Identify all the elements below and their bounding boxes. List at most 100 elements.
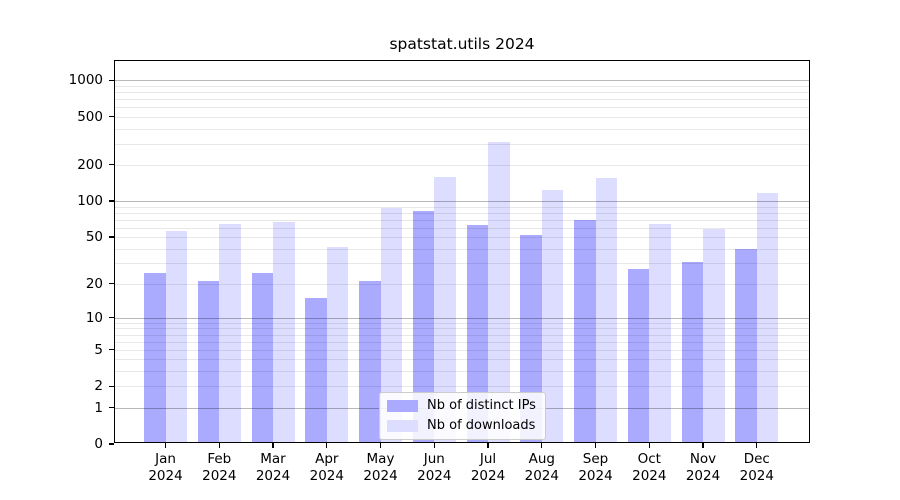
major-gridline-10 <box>114 317 810 319</box>
legend-label-downloads: Nb of downloads <box>427 418 536 433</box>
x-tick-label-aug: Aug 2024 <box>524 451 559 484</box>
x-tick-label-mar: Mar 2024 <box>255 451 291 484</box>
minor-gridline-4 <box>114 359 810 361</box>
y-tick-label-500: 500 <box>77 108 103 125</box>
x-tick-oct <box>648 443 650 448</box>
chart-title: spatstat.utils 2024 <box>389 35 535 53</box>
y-tick-label-2: 2 <box>94 378 103 395</box>
legend-label-distinct-ips: Nb of distinct IPs <box>427 398 536 413</box>
y-tick-label-20: 20 <box>85 275 103 292</box>
x-tick-apr <box>326 443 328 448</box>
y-tick-500 <box>109 116 114 118</box>
y-tick-label-5: 5 <box>94 341 103 358</box>
x-tick-jun <box>433 443 435 448</box>
minor-gridline-30 <box>114 263 810 265</box>
y-tick-5 <box>109 349 114 351</box>
minor-gridline-6 <box>114 341 810 343</box>
x-tick-label-jan: Jan 2024 <box>148 451 183 484</box>
minor-gridline-3 <box>114 371 810 372</box>
bar-distinct-ips-jan <box>144 272 166 443</box>
minor-gridline-500 <box>114 116 810 118</box>
minor-gridline-2 <box>114 386 810 388</box>
bar-distinct-ips-feb <box>197 281 220 443</box>
y-tick-label-200: 200 <box>77 156 103 173</box>
bar-downloads-sep <box>595 177 617 443</box>
legend: Nb of distinct IPs Nb of downloads <box>379 392 546 440</box>
minor-gridline-90 <box>114 206 810 208</box>
bar-downloads-aug <box>541 189 564 443</box>
bar-downloads-may <box>380 207 402 443</box>
x-tick-sep <box>594 443 597 448</box>
y-tick-2 <box>109 385 114 387</box>
minor-gridline-60 <box>114 227 810 229</box>
bar-distinct-ips-sep <box>574 219 596 443</box>
x-tick-jan <box>164 443 167 448</box>
y-tick-label-10: 10 <box>85 309 103 326</box>
y-tick-20 <box>109 283 114 285</box>
minor-gridline-9 <box>114 322 810 324</box>
minor-gridline-50 <box>114 237 810 238</box>
x-tick-label-oct: Oct 2024 <box>632 451 667 484</box>
minor-gridline-5 <box>114 349 810 351</box>
bar-distinct-ips-dec <box>735 248 757 443</box>
x-tick-label-feb: Feb 2024 <box>202 451 237 484</box>
bar-distinct-ips-jun <box>412 210 435 443</box>
y-tick-label-100: 100 <box>77 193 103 210</box>
x-tick-label-sep: Sep 2024 <box>578 451 613 484</box>
major-gridline-1000 <box>114 80 810 82</box>
bar-distinct-ips-jul <box>466 225 488 443</box>
x-tick-label-jun: Jun 2024 <box>417 451 452 484</box>
bar-downloads-dec <box>756 193 779 443</box>
y-tick-label-1000: 1000 <box>68 72 103 89</box>
grid-layer <box>114 60 810 443</box>
minor-gridline-8 <box>114 328 810 330</box>
x-tick-label-dec: Dec 2024 <box>739 451 774 484</box>
legend-swatch-downloads <box>387 420 418 432</box>
bar-downloads-jan <box>165 231 187 443</box>
minor-gridline-70 <box>114 219 810 221</box>
minor-gridline-600 <box>114 107 810 109</box>
y-tick-label-0: 0 <box>94 436 103 452</box>
minor-gridline-200 <box>114 164 810 166</box>
y-tick-1 <box>109 406 114 409</box>
x-tick-label-may: May 2024 <box>363 451 398 484</box>
y-tick-0 <box>109 443 114 445</box>
y-tick-1000 <box>109 79 114 81</box>
bar-distinct-ips-apr <box>305 298 327 443</box>
minor-gridline-7 <box>114 334 810 336</box>
x-tick-mar <box>272 443 274 448</box>
bar-distinct-ips-may <box>359 281 381 443</box>
bar-downloads-mar <box>273 221 295 443</box>
y-tick-label-50: 50 <box>85 229 103 245</box>
bar-distinct-ips-nov <box>681 261 703 443</box>
x-tick-label-jul: Jul 2024 <box>470 451 506 484</box>
x-tick-jul <box>487 443 489 448</box>
bar-downloads-nov <box>703 229 725 443</box>
bar-downloads-feb <box>219 223 241 443</box>
x-tick-feb <box>218 443 220 448</box>
bars-layer <box>114 60 810 443</box>
bar-downloads-jul <box>488 141 510 443</box>
plot-area <box>114 60 810 443</box>
bar-distinct-ips-oct <box>627 268 650 443</box>
x-tick-aug <box>541 443 543 448</box>
bar-downloads-oct <box>649 224 671 443</box>
legend-swatch-distinct-ips <box>387 400 418 412</box>
x-tick-label-nov: Nov 2024 <box>685 451 721 484</box>
y-tick-10 <box>109 317 114 319</box>
bar-distinct-ips-mar <box>251 272 273 443</box>
minor-gridline-900 <box>114 85 810 87</box>
minor-gridline-800 <box>114 92 810 94</box>
minor-gridline-80 <box>114 212 810 214</box>
legend-row-distinct-ips: Nb of distinct IPs <box>387 398 536 414</box>
y-tick-200 <box>109 164 114 166</box>
x-tick-nov <box>702 443 704 448</box>
legend-row-downloads: Nb of downloads <box>387 418 536 434</box>
major-gridline-100 <box>114 201 810 203</box>
y-tick-100 <box>109 200 114 202</box>
minor-gridline-300 <box>114 143 810 145</box>
x-tick-label-apr: Apr 2024 <box>309 451 344 484</box>
minor-gridline-700 <box>114 99 810 101</box>
minor-gridline-20 <box>114 283 810 285</box>
